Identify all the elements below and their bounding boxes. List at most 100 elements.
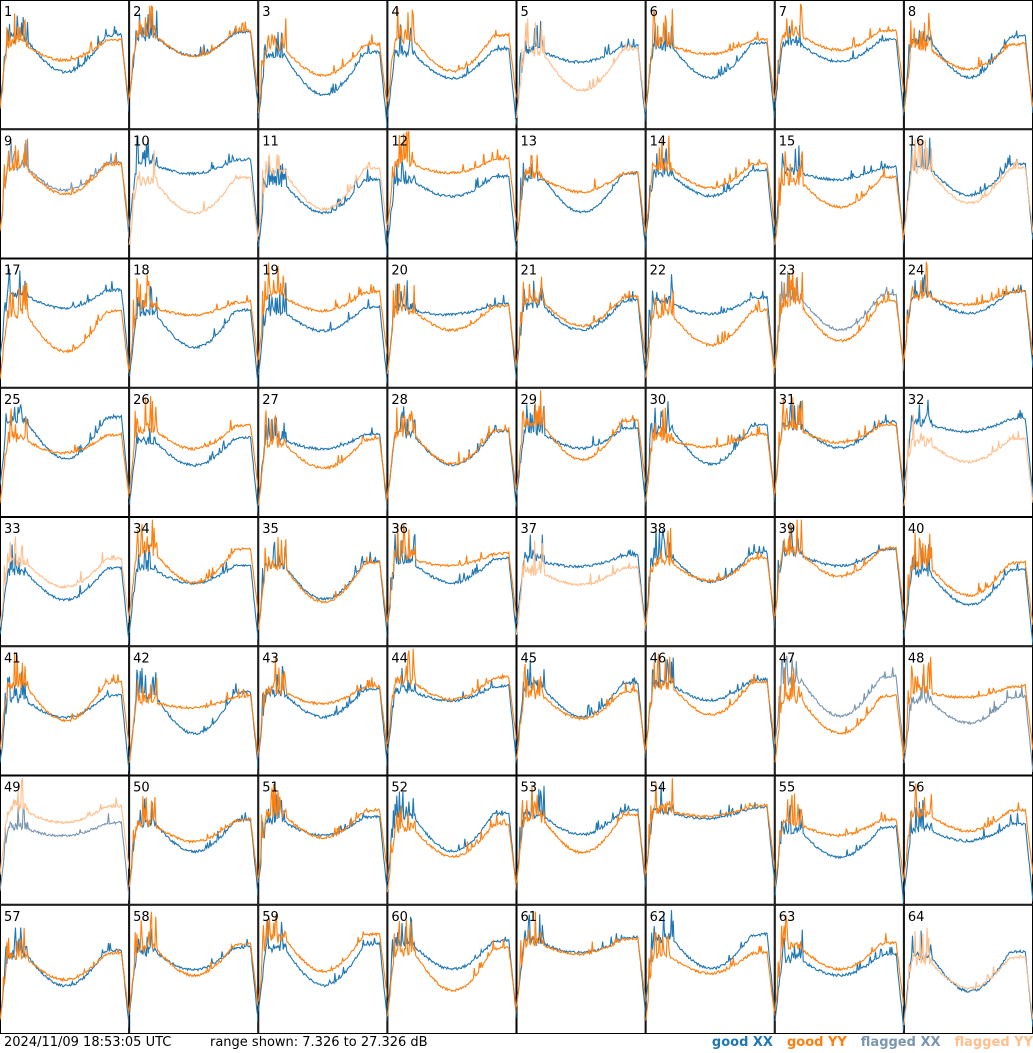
panel-frame (516, 904, 646, 1034)
legend-good-yy: good YY (786, 1035, 847, 1050)
panel-number: 4 (391, 5, 399, 20)
panel-number: 50 (133, 781, 150, 796)
series-xx (774, 804, 905, 904)
panel-number: 17 (4, 264, 21, 279)
panel-17: 17 (0, 258, 130, 388)
panel-number: 56 (908, 781, 925, 796)
series-yy (774, 668, 905, 763)
panel-number: 36 (391, 522, 408, 537)
panel-18: 18 (128, 258, 259, 388)
panel-number: 39 (779, 522, 796, 537)
series-xx (386, 280, 518, 381)
panel-38: 38 (645, 517, 776, 647)
series-yy (774, 397, 905, 494)
series-yy (515, 540, 647, 635)
series-xx (903, 544, 1033, 646)
series-xx (774, 145, 905, 245)
panel-26: 26 (128, 387, 259, 517)
series-yy (128, 274, 259, 370)
panel-number: 31 (779, 393, 796, 408)
series-xx (515, 20, 647, 122)
panel-57: 57 (0, 904, 130, 1034)
series-yy (515, 18, 647, 118)
panel-frame (258, 129, 388, 259)
panel-number: 14 (650, 134, 667, 149)
panel-31: 31 (774, 387, 905, 517)
panel-number: 48 (908, 651, 925, 666)
series-yy (515, 154, 647, 241)
panel-number: 25 (4, 393, 21, 408)
panel-frame (0, 0, 130, 130)
panel-frame (774, 775, 904, 905)
panel-61: 61 (515, 904, 647, 1034)
panel-16: 16 (903, 129, 1033, 259)
panel-number: 52 (391, 781, 408, 796)
series-yy (903, 12, 1033, 113)
panel-frame (387, 0, 517, 130)
panel-number: 30 (650, 393, 667, 408)
panel-frame (516, 0, 646, 130)
panel-12: 12 (386, 129, 518, 259)
series-xx (645, 148, 776, 246)
panel-number: 58 (133, 910, 150, 925)
panel-number: 60 (391, 910, 408, 925)
series-xx (128, 285, 259, 387)
panel-frame (258, 904, 388, 1034)
series-yy (903, 783, 1033, 879)
panel-50: 50 (128, 775, 259, 905)
series-xx (774, 25, 905, 117)
panel-number: 1 (4, 5, 12, 20)
series-yy (386, 648, 518, 745)
panel-frame (387, 775, 517, 905)
panel-frame (0, 517, 130, 647)
panel-number: 5 (521, 5, 529, 20)
panel-frame (258, 517, 388, 647)
series-yy (774, 914, 905, 1012)
series-yy (515, 276, 647, 364)
panel-43: 43 (257, 646, 388, 776)
panel-frame (645, 387, 775, 517)
series-xx (645, 527, 776, 629)
series-xx (645, 401, 776, 503)
series-xx (0, 404, 130, 495)
panel-56: 56 (903, 775, 1033, 905)
series-xx (774, 400, 905, 499)
panel-frame (516, 129, 646, 259)
panel-59: 59 (257, 904, 388, 1034)
series-yy (774, 269, 905, 369)
panel-62: 62 (645, 904, 776, 1034)
panel-frame (129, 129, 259, 259)
series-xx (903, 399, 1033, 496)
panel-24: 24 (903, 258, 1033, 388)
panel-23: 23 (774, 258, 905, 388)
panel-47: 47 (774, 646, 905, 776)
legend-good-xx: good XX (711, 1035, 773, 1050)
series-xx (128, 544, 259, 641)
panel-49: 49 (0, 775, 130, 905)
panel-number: 3 (262, 5, 270, 20)
panel-number: 27 (262, 393, 279, 408)
panel-25: 25 (0, 387, 130, 517)
panel-number: 20 (391, 264, 408, 279)
panel-number: 41 (4, 651, 21, 666)
series-yy (257, 657, 388, 754)
panel-frame (903, 0, 1033, 130)
panel-number: 54 (650, 781, 667, 796)
panel-frame (645, 129, 775, 259)
panel-number: 64 (908, 910, 925, 925)
panel-7: 7 (774, 0, 905, 130)
panel-number: 24 (908, 264, 925, 279)
series-yy (903, 656, 1033, 754)
series-yy (774, 793, 905, 887)
panel-frame (387, 387, 517, 517)
panel-51: 51 (257, 775, 388, 905)
panel-33: 33 (0, 517, 130, 647)
series-yy (257, 914, 388, 1002)
series-yy (386, 524, 518, 622)
panel-21: 21 (515, 258, 647, 388)
panel-number: 61 (521, 910, 538, 925)
panel-19: 19 (257, 258, 388, 388)
series-xx (0, 927, 130, 1028)
series-yy (386, 7, 518, 102)
